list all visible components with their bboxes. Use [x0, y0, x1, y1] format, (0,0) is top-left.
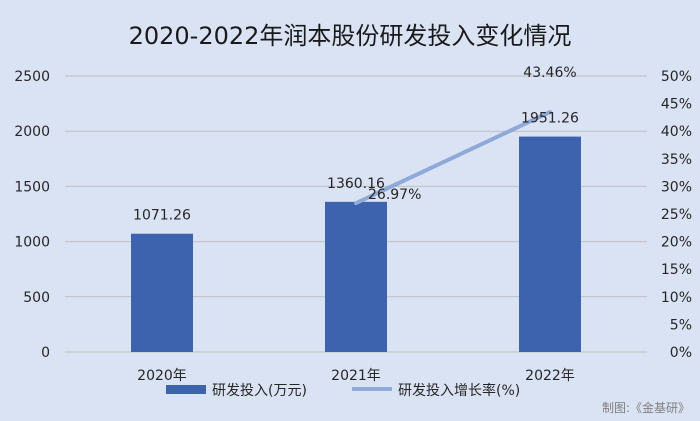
y-tick-label: 1000 — [14, 235, 50, 251]
bar — [325, 201, 387, 352]
chart-title: 2020-2022年润本股份研发投入变化情况 — [129, 22, 572, 50]
legend: 研发投入(万元) 研发投入增长率(%) — [166, 382, 520, 399]
y-tick-label: 0 — [41, 345, 50, 361]
y2-tick-label: 40% — [661, 124, 692, 140]
bar — [131, 233, 193, 352]
line-data-label: 43.46% — [523, 65, 576, 81]
growth-line — [354, 110, 552, 206]
y2-tick-label: 15% — [661, 262, 692, 278]
data-labels: 1071.26 1360.16 1951.26 26.97% 43.46% — [133, 65, 579, 224]
y2-tick-label: 30% — [661, 179, 692, 195]
line-data-label: 26.97% — [368, 187, 421, 203]
y2-tick-label: 10% — [661, 290, 692, 306]
line-layer — [354, 110, 552, 206]
bar-data-label: 1360.16 — [327, 176, 385, 192]
y-axis-right: 0% 5% 10% 15% 20% 25% 30% 35% 40% 45% 50% — [661, 69, 692, 361]
bars-layer — [131, 136, 581, 352]
bar — [519, 136, 581, 352]
y2-tick-label: 45% — [661, 97, 692, 113]
y2-tick-label: 0% — [670, 345, 692, 361]
y-tick-label: 1500 — [14, 179, 50, 195]
y2-tick-label: 35% — [661, 152, 692, 168]
x-tick-label: 2021年 — [331, 368, 381, 384]
bar-data-label: 1951.26 — [521, 111, 579, 127]
y2-tick-label: 50% — [661, 69, 692, 85]
x-tick-label: 2022年 — [525, 368, 575, 384]
y-tick-label: 500 — [23, 290, 50, 306]
credit-text: 制图:《金基研》 — [602, 400, 690, 415]
y-tick-label: 2000 — [14, 124, 50, 140]
legend-bar-label: 研发投入(万元) — [212, 383, 307, 399]
y2-tick-label: 5% — [670, 317, 692, 333]
y2-tick-label: 20% — [661, 235, 692, 251]
legend-bar-swatch — [166, 385, 206, 394]
x-tick-label: 2020年 — [137, 368, 187, 384]
y2-tick-label: 25% — [661, 207, 692, 223]
x-axis: 2020年 2021年 2022年 — [137, 368, 575, 384]
legend-line-label: 研发投入增长率(%) — [398, 382, 520, 399]
bar-data-label: 1071.26 — [133, 208, 191, 224]
y-axis-left: 0 500 1000 1500 2000 2500 — [14, 69, 50, 361]
y-tick-label: 2500 — [14, 69, 50, 85]
